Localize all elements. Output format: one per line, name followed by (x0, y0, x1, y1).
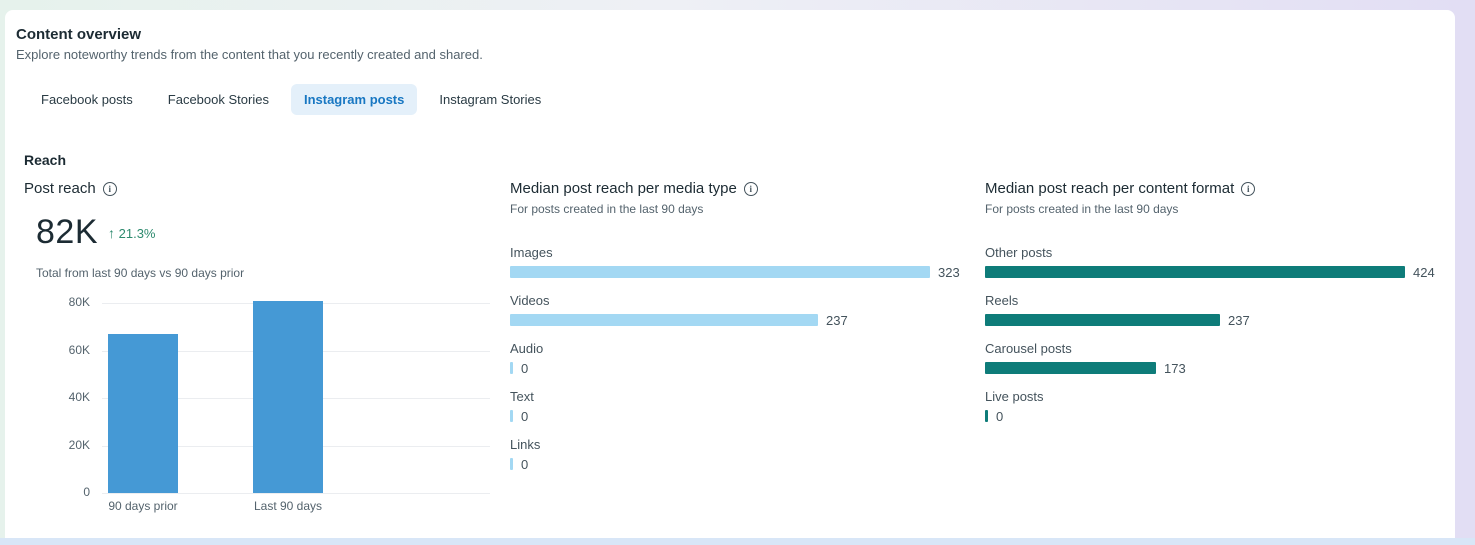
page-title: Content overview (16, 26, 142, 43)
info-icon[interactable]: i (102, 181, 117, 196)
tab-instagram-stories[interactable]: Instagram Stories (439, 92, 542, 107)
bar-row-audio: Audio 0 (510, 341, 970, 376)
bar-label: Images (510, 245, 553, 260)
bottom-scroll-strip[interactable] (0, 538, 1475, 545)
horizontal-bar[interactable] (510, 458, 513, 470)
bar-label: Videos (510, 293, 550, 308)
bar-row-videos: Videos 237 (510, 293, 970, 328)
bar-label: Audio (510, 341, 544, 356)
content-format-title-row: Median post reach per content format i (985, 180, 1445, 197)
bar-value: 323 (938, 264, 960, 280)
bar-value: 0 (996, 408, 1004, 424)
horizontal-bar[interactable] (510, 266, 930, 278)
post-reach-value: 82K (36, 213, 98, 251)
bar-value: 0 (521, 456, 529, 472)
horizontal-bar[interactable] (985, 362, 1156, 374)
horizontal-bar[interactable] (985, 314, 1220, 326)
media-type-title-row: Median post reach per media type i (510, 180, 970, 197)
media-type-subtitle: For posts created in the last 90 days (510, 202, 704, 216)
content-format-panel: Median post reach per content format i F… (985, 180, 1445, 465)
bar-value: 0 (521, 408, 529, 424)
horizontal-bar[interactable] (510, 362, 513, 374)
bar-value: 237 (826, 312, 848, 328)
bar-label: Carousel posts (985, 341, 1072, 356)
media-type-title: Median post reach per media type (510, 180, 737, 197)
media-type-rows: Images 323 Videos 237 Audio 0 Text 0 Links 0 (510, 245, 970, 505)
bar-row-reels: Reels 237 (985, 293, 1445, 328)
bar-label: Live posts (985, 389, 1044, 404)
info-icon[interactable]: i (1241, 181, 1256, 196)
info-icon[interactable]: i (743, 181, 758, 196)
bar-label: Text (510, 389, 534, 404)
page-subtitle: Explore noteworthy trends from the conte… (16, 47, 483, 62)
bar-value: 0 (521, 360, 529, 376)
bar-label: Other posts (985, 245, 1053, 260)
content-format-rows: Other posts 424 Reels 237 Carousel posts 173 L… (985, 245, 1445, 465)
column-bar-90-days-prior[interactable] (108, 333, 178, 493)
tab-instagram-posts[interactable]: Instagram posts (290, 84, 418, 115)
section-title-reach: Reach (24, 152, 67, 168)
bar-value: 424 (1413, 264, 1435, 280)
column-bar-last-90-days[interactable] (253, 300, 323, 493)
tabs: Facebook posts Facebook Stories Instagram … (28, 84, 554, 115)
bar-row-carousel-posts: Carousel posts 173 (985, 341, 1445, 376)
content-format-title: Median post reach per content format (985, 180, 1235, 197)
bar-value: 173 (1164, 360, 1186, 376)
bar-row-other-posts: Other posts 424 (985, 245, 1445, 280)
bar-label: Reels (985, 293, 1019, 308)
media-type-panel: Median post reach per media type i For p… (510, 180, 970, 505)
bar-value: 237 (1228, 312, 1250, 328)
tab-facebook-posts[interactable]: Facebook posts (41, 92, 133, 107)
post-reach-title-row: Post reach i (24, 180, 244, 197)
kpi-row: 82K ↑ 21.3% (36, 213, 244, 252)
post-reach-title: Post reach (24, 180, 96, 197)
bar-label: Links (510, 437, 541, 452)
bar-row-images: Images 323 (510, 245, 970, 280)
horizontal-bar[interactable] (985, 266, 1405, 278)
bar-row-live-posts: Live posts 0 (985, 389, 1445, 424)
post-reach-panel: Post reach i 82K ↑ 21.3% Total from last… (24, 180, 244, 280)
trend-up-arrow-icon: ↑ (108, 224, 115, 241)
horizontal-bar[interactable] (510, 410, 513, 422)
bar-row-links: Links 0 (510, 437, 970, 472)
horizontal-bar[interactable] (985, 410, 988, 422)
post-reach-caption: Total from last 90 days vs 90 days prior (36, 266, 245, 280)
content-format-subtitle: For posts created in the last 90 days (985, 202, 1179, 216)
post-reach-trend: ↑ 21.3% (108, 225, 156, 241)
tab-facebook-stories[interactable]: Facebook Stories (167, 92, 269, 107)
trend-percent: 21.3% (118, 225, 156, 241)
bar-row-text: Text 0 (510, 389, 970, 424)
horizontal-bar[interactable] (510, 314, 818, 326)
